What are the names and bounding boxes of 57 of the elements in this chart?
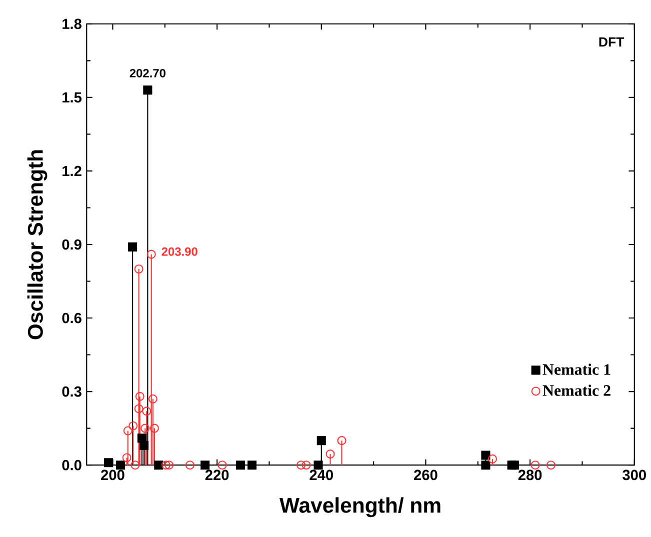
point bbox=[116, 460, 126, 470]
point bbox=[154, 460, 164, 470]
point bbox=[142, 406, 152, 416]
y-tick-label: 1.5 bbox=[62, 92, 82, 103]
legend-label: Nematic 2 bbox=[542, 384, 610, 396]
point bbox=[164, 460, 174, 470]
point bbox=[161, 460, 170, 470]
point bbox=[146, 250, 156, 259]
point bbox=[140, 441, 149, 450]
legend-label: Nematic 1 bbox=[542, 364, 610, 375]
point bbox=[134, 264, 144, 274]
point bbox=[148, 394, 158, 404]
point bbox=[130, 460, 140, 470]
point bbox=[143, 86, 152, 95]
point bbox=[200, 460, 210, 470]
point bbox=[302, 460, 311, 470]
y-tick-label: 0.0 bbox=[62, 460, 82, 470]
point bbox=[135, 392, 144, 402]
point bbox=[530, 460, 540, 470]
point bbox=[236, 460, 246, 470]
x-tick-label: 240 bbox=[310, 470, 333, 480]
annotation: 202.70 bbox=[130, 69, 166, 78]
point bbox=[248, 460, 257, 470]
y-tick-label: 0.3 bbox=[62, 386, 82, 397]
annotation: DFT bbox=[599, 38, 624, 47]
point bbox=[134, 404, 144, 414]
point bbox=[481, 450, 490, 460]
point bbox=[546, 460, 556, 470]
y-tick-label: 1.8 bbox=[62, 18, 82, 30]
point bbox=[296, 460, 306, 470]
point bbox=[140, 424, 150, 433]
x-tick-label: 220 bbox=[205, 470, 229, 480]
point bbox=[128, 242, 138, 252]
y-axis-title: Oscillator Strength bbox=[27, 150, 48, 340]
point bbox=[150, 424, 159, 433]
point bbox=[510, 460, 519, 470]
x-tick-label: 260 bbox=[414, 470, 438, 480]
point bbox=[218, 460, 227, 470]
point bbox=[185, 460, 194, 470]
point bbox=[104, 458, 114, 468]
x-tick-label: 300 bbox=[622, 470, 646, 480]
y-tick-label: 0.9 bbox=[62, 239, 82, 250]
point bbox=[337, 436, 346, 446]
x-tick-label: 280 bbox=[518, 470, 542, 480]
point bbox=[128, 421, 138, 430]
y-tick-label: 0.6 bbox=[62, 312, 82, 324]
point bbox=[326, 450, 335, 459]
x-tick-label: 200 bbox=[101, 470, 124, 480]
point bbox=[123, 426, 132, 436]
point bbox=[314, 460, 323, 470]
point bbox=[316, 436, 326, 446]
point bbox=[488, 454, 498, 464]
point bbox=[122, 453, 132, 462]
annotation: 203.90 bbox=[162, 248, 198, 256]
x-axis-title: Wavelength/ nm bbox=[279, 497, 440, 518]
point bbox=[481, 460, 490, 470]
y-tick-label: 1.2 bbox=[62, 166, 82, 176]
